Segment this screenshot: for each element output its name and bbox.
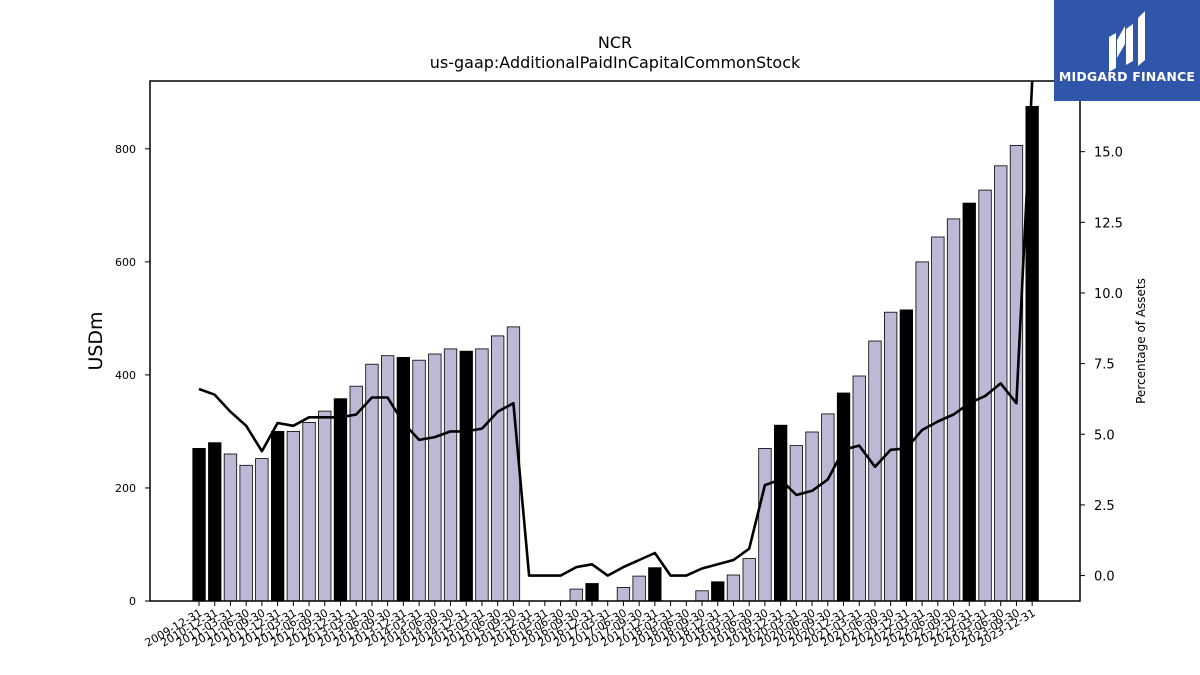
bar-2015-03-31 <box>475 348 489 602</box>
bar-2017-06-30 <box>616 587 631 602</box>
bar-2015-06-30 <box>490 335 505 602</box>
bar-2010-12-31 <box>208 442 222 602</box>
bar-2020-09-30 <box>821 413 835 602</box>
bar-2011-09-30 <box>255 458 269 602</box>
bar-2021-12-31 <box>899 309 913 602</box>
y-tick-label: 600 <box>115 256 136 269</box>
bar-2014-12-31 <box>459 350 473 602</box>
bar-2013-03-31 <box>349 385 363 602</box>
bar-2014-03-31 <box>412 359 426 602</box>
bar-2019-06-30 <box>742 558 756 602</box>
bar-2011-03-31 <box>223 453 238 602</box>
bar-2019-09-30 <box>758 447 772 602</box>
bar-2009-12-31 <box>192 447 206 602</box>
bar-2018-09-30 <box>695 590 709 602</box>
y-tick-label: 200 <box>115 482 136 495</box>
x-axis: 2009-12-312010-12-312011-03-312011-06-30… <box>143 601 1038 650</box>
bar-2014-06-30 <box>428 353 442 602</box>
bar-series <box>192 106 1039 602</box>
bar-2013-12-31 <box>396 356 411 602</box>
bar-2012-03-31 <box>286 430 301 602</box>
brand-logo: MIDGARD FINANCE <box>1054 0 1200 101</box>
bar-2020-12-31 <box>836 392 851 602</box>
bar-2021-09-30 <box>884 311 898 602</box>
bar-2021-06-30 <box>868 340 882 602</box>
bar-2016-09-30 <box>569 588 583 602</box>
bar-2023-09-30 <box>1009 144 1024 602</box>
y2-tick-label: 12.5 <box>1094 216 1123 231</box>
y2-tick-label: 0.0 <box>1094 570 1115 585</box>
bar-2012-09-30 <box>318 410 332 602</box>
y2-tick-label: 7.5 <box>1094 358 1115 373</box>
assets-percentage-line <box>198 81 1034 577</box>
y-tick-label: 400 <box>115 369 136 382</box>
bar-2017-09-30 <box>632 575 646 602</box>
bar-2016-12-31 <box>585 583 599 602</box>
bar-2012-12-31 <box>333 398 348 602</box>
bar-2011-12-31 <box>270 430 285 602</box>
y-tick-label: 0 <box>129 595 136 608</box>
y2-tick-label: 10.0 <box>1094 287 1123 302</box>
chart-title: NCR <box>597 33 633 52</box>
bar-2017-12-31 <box>648 567 662 602</box>
bar-2020-03-31 <box>789 445 803 602</box>
bar-2013-06-30 <box>365 363 379 602</box>
chart-subtitle: us-gaap:AdditionalPaidInCapitalCommonSto… <box>429 53 801 72</box>
y2-tick-label: 15.0 <box>1094 146 1123 161</box>
y2-axis-label: Percentage of Assets <box>1134 278 1148 404</box>
y2-tick-label: 5.0 <box>1094 428 1115 443</box>
bar-2019-12-31 <box>774 424 788 602</box>
bar-2012-06-30 <box>302 421 316 602</box>
bar-2021-03-31 <box>852 375 866 602</box>
bar-2014-09-30 <box>443 348 458 602</box>
logo-text: MIDGARD FINANCE <box>1058 69 1196 84</box>
bar-2013-09-30 <box>380 355 395 602</box>
assets-percentage-series <box>198 81 1034 577</box>
plot-frame <box>149 80 1081 602</box>
left-y-axis: 0 200 400 600 800 <box>115 143 150 608</box>
bar-2020-06-30 <box>805 431 819 602</box>
bar-2018-12-31 <box>711 581 725 602</box>
y2-tick-label: 2.5 <box>1094 499 1115 514</box>
y-axis-label: USDm <box>85 311 107 370</box>
bar-2019-03-31 <box>726 574 741 602</box>
logo-mark-icon <box>1109 11 1145 72</box>
bar-2011-06-30 <box>239 464 253 602</box>
right-y-axis: 0.0 2.5 5.0 7.5 10.0 12.5 15.0 <box>1080 146 1123 585</box>
y-tick-label: 800 <box>115 143 136 156</box>
